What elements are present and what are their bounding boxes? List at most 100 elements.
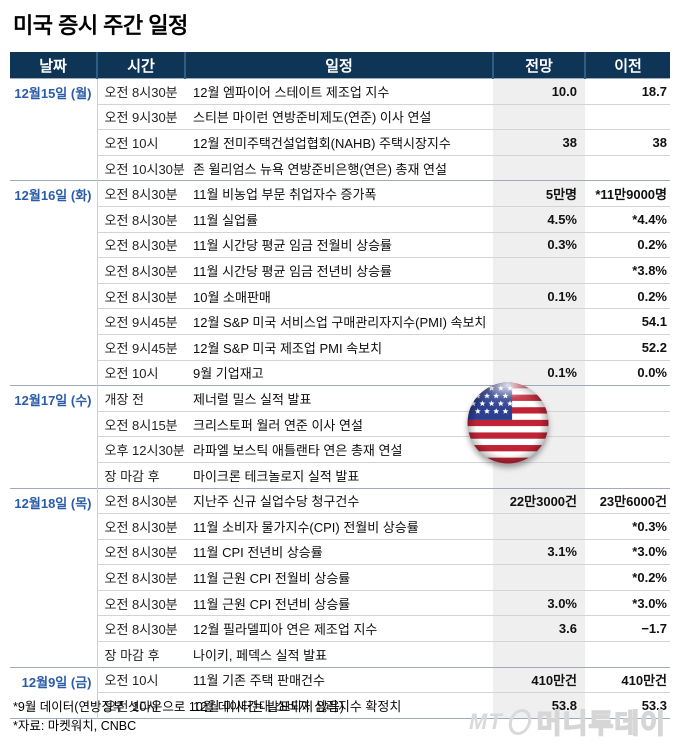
logo-circle-icon [506, 708, 534, 735]
logo-brand-text: 머니투데이 [536, 708, 666, 740]
forecast-cell [493, 564, 585, 591]
previous-cell [585, 385, 670, 412]
event-cell: 11월 근원 CPI 전월비 상승률 [185, 564, 493, 591]
time-cell: 오전 10시 [97, 692, 185, 719]
time-cell: 오전 8시15분 [97, 410, 185, 437]
event-cell: 제너럴 밀스 실적 발표 [185, 385, 493, 412]
table-row: 오전 9시30분 스티븐 마이런 연방준비제도(연준) 이사 연설 [10, 103, 670, 130]
previous-cell: *0.2% [585, 564, 670, 591]
column-header-date: 날짜 [10, 52, 97, 79]
event-cell: 크리스토퍼 월러 연준 이사 연설 [185, 410, 493, 437]
page-title: 미국 증시 주간 일정 [13, 13, 188, 38]
time-cell: 오전 8시30분 [97, 564, 185, 591]
table-row: 오전 8시30분 11월 근원 CPI 전년비 상승률 3.0% *3.0% [10, 589, 670, 616]
time-cell: 오후 12시30분 [97, 436, 185, 463]
previous-cell: 0.2% [585, 231, 670, 258]
forecast-cell: 410만건 [493, 666, 585, 693]
column-header-previous: 이전 [584, 52, 670, 79]
schedule-table-body: 12월15일 (월) 오전 8시30분 12월 엠파이어 스테이트 제조업 지수 10… [10, 77, 670, 719]
time-cell: 오전 8시30분 [97, 513, 185, 540]
forecast-cell [493, 154, 585, 181]
table-row: 오전 10시 9월 기업재고 0.1% 0.0% [10, 359, 670, 386]
table-row: 12월17일 (수) 개장 전 제너럴 밀스 실적 발표 [10, 385, 670, 488]
table-row: 장 마감 후 마이크론 테크놀로지 실적 발표 [10, 461, 670, 488]
table-row: 오전 8시30분 12월 필라델피아 연은 제조업 지수 3.6 −1.7 [10, 615, 670, 642]
time-cell: 오전 10시30분 [97, 154, 185, 181]
table-row: 장 마감 후 나이키, 페덱스 실적 발표 [10, 641, 670, 668]
time-cell: 오전 8시30분 [97, 180, 185, 207]
forecast-cell [493, 308, 585, 335]
previous-cell: *3.0% [585, 589, 670, 616]
table-row: 오전 8시30분 10월 소매판매 0.1% 0.2% [10, 282, 670, 309]
table-row: 오전 10시 12월 전미주택건설업협회(NAHB) 주택시장지수 38 38 [10, 129, 670, 156]
forecast-cell: 0.1% [493, 359, 585, 386]
table-row: 오전 8시30분 11월 실업률 4.5% *4.4% [10, 205, 670, 233]
us-flag-icon [467, 382, 549, 464]
event-cell: 12월 필라델피아 연은 제조업 지수 [185, 615, 493, 642]
event-cell: 10월 소매판매 [185, 282, 493, 309]
time-cell: 오전 8시30분 [97, 205, 185, 233]
column-header-event: 일정 [184, 52, 493, 79]
previous-cell [585, 410, 670, 437]
previous-cell [585, 154, 670, 181]
time-cell: 오전 10시 [97, 666, 185, 693]
footnote-data-note: *9월 데이터(연방정부 셧다운으로 10월 데이터는 발표되지 않음) [13, 700, 344, 714]
time-cell: 오전 9시45분 [97, 333, 185, 361]
time-cell: 오전 8시30분 [97, 78, 185, 105]
previous-cell: 54.1 [585, 308, 670, 335]
forecast-cell [493, 513, 585, 540]
previous-cell: −1.7 [585, 615, 670, 642]
column-header-forecast: 전망 [492, 52, 585, 79]
time-cell: 오전 8시30분 [97, 589, 185, 616]
previous-cell: *3.0% [585, 538, 670, 565]
event-cell: 11월 근원 CPI 전년비 상승률 [185, 589, 493, 616]
event-cell: 11월 비농업 부문 취업자수 증가폭 [185, 180, 493, 207]
table-row: 12월15일 (월) 오전 8시30분 12월 엠파이어 스테이트 제조업 지수 10… [10, 77, 670, 181]
event-cell: 12월 전미주택건설업협회(NAHB) 주택시장지수 [185, 129, 493, 156]
date-cell: 12월15일 (월) [10, 77, 98, 181]
previous-cell: *3.8% [585, 257, 670, 284]
event-cell: 11월 기존 주택 판매건수 [185, 666, 493, 693]
forecast-cell [493, 461, 585, 488]
event-cell: 11월 소비자 물가지수(CPI) 전월비 상승률 [185, 513, 493, 540]
table-row: 12월9일 (금) 오전 10시 11월 기존 주택 판매건수 410만건 410만건 [10, 666, 670, 719]
logo-mt-text: MT [469, 708, 503, 734]
previous-cell: 23만6000건 [585, 487, 670, 514]
event-cell: 11월 시간당 평균 임금 전년비 상승률 [185, 257, 493, 284]
event-cell: 나이키, 페덱스 실적 발표 [185, 641, 493, 668]
table-row: 오전 8시30분 11월 시간당 평균 임금 전년비 상승률 *3.8% [10, 257, 670, 284]
time-cell: 장 마감 후 [97, 461, 185, 488]
table-row: 오후 12시30분 라파엘 보스틱 애틀랜타 연은 총재 연설 [10, 436, 670, 463]
event-cell: 11월 실업률 [185, 205, 493, 233]
table-header: 날짜 시간 일정 전망 이전 [10, 52, 670, 79]
forecast-cell: 10.0 [493, 78, 585, 105]
time-cell: 오전 8시30분 [97, 282, 185, 309]
event-cell: 12월 S&P 미국 서비스업 구매관리자지수(PMI) 속보치 [185, 308, 493, 335]
date-cell: 12월16일 (화) [10, 180, 98, 386]
forecast-cell: 5만명 [493, 180, 585, 207]
table-row: 오전 10시30분 존 윌리엄스 뉴욕 연방준비은행(연은) 총재 연설 [10, 154, 670, 181]
forecast-cell [493, 641, 585, 668]
event-cell: 12월 미시간대 소비자 심리지수 확정치 [185, 692, 493, 719]
table-row: 12월18일 (목) 오전 8시30분 지난주 신규 실업수당 청구건수 22만300… [10, 487, 670, 668]
schedule-table: 날짜 시간 일정 전망 이전 12월15일 (월) 오전 8시30분 12월 엠파이… [10, 52, 670, 719]
previous-cell: 0.0% [585, 359, 670, 386]
forecast-cell: 0.3% [493, 231, 585, 258]
forecast-cell: 3.6 [493, 615, 585, 642]
previous-cell: 38 [585, 129, 670, 156]
forecast-cell: 0.1% [493, 282, 585, 309]
time-cell: 개장 전 [97, 385, 185, 412]
previous-cell: 53.3 [585, 692, 670, 719]
event-cell: 존 윌리엄스 뉴욕 연방준비은행(연은) 총재 연설 [185, 154, 493, 181]
previous-cell: *0.3% [585, 513, 670, 540]
forecast-cell: 4.5% [493, 205, 585, 233]
previous-cell [585, 436, 670, 463]
forecast-cell: 53.8 [493, 692, 585, 719]
forecast-cell [493, 333, 585, 361]
date-cell: 12월17일 (수) [10, 385, 98, 488]
forecast-cell: 22만3000건 [493, 487, 585, 514]
previous-cell: 18.7 [585, 78, 670, 105]
table-row: 오전 9시45분 12월 S&P 미국 제조업 PMI 속보치 52.2 [10, 333, 670, 361]
previous-cell [585, 103, 670, 130]
